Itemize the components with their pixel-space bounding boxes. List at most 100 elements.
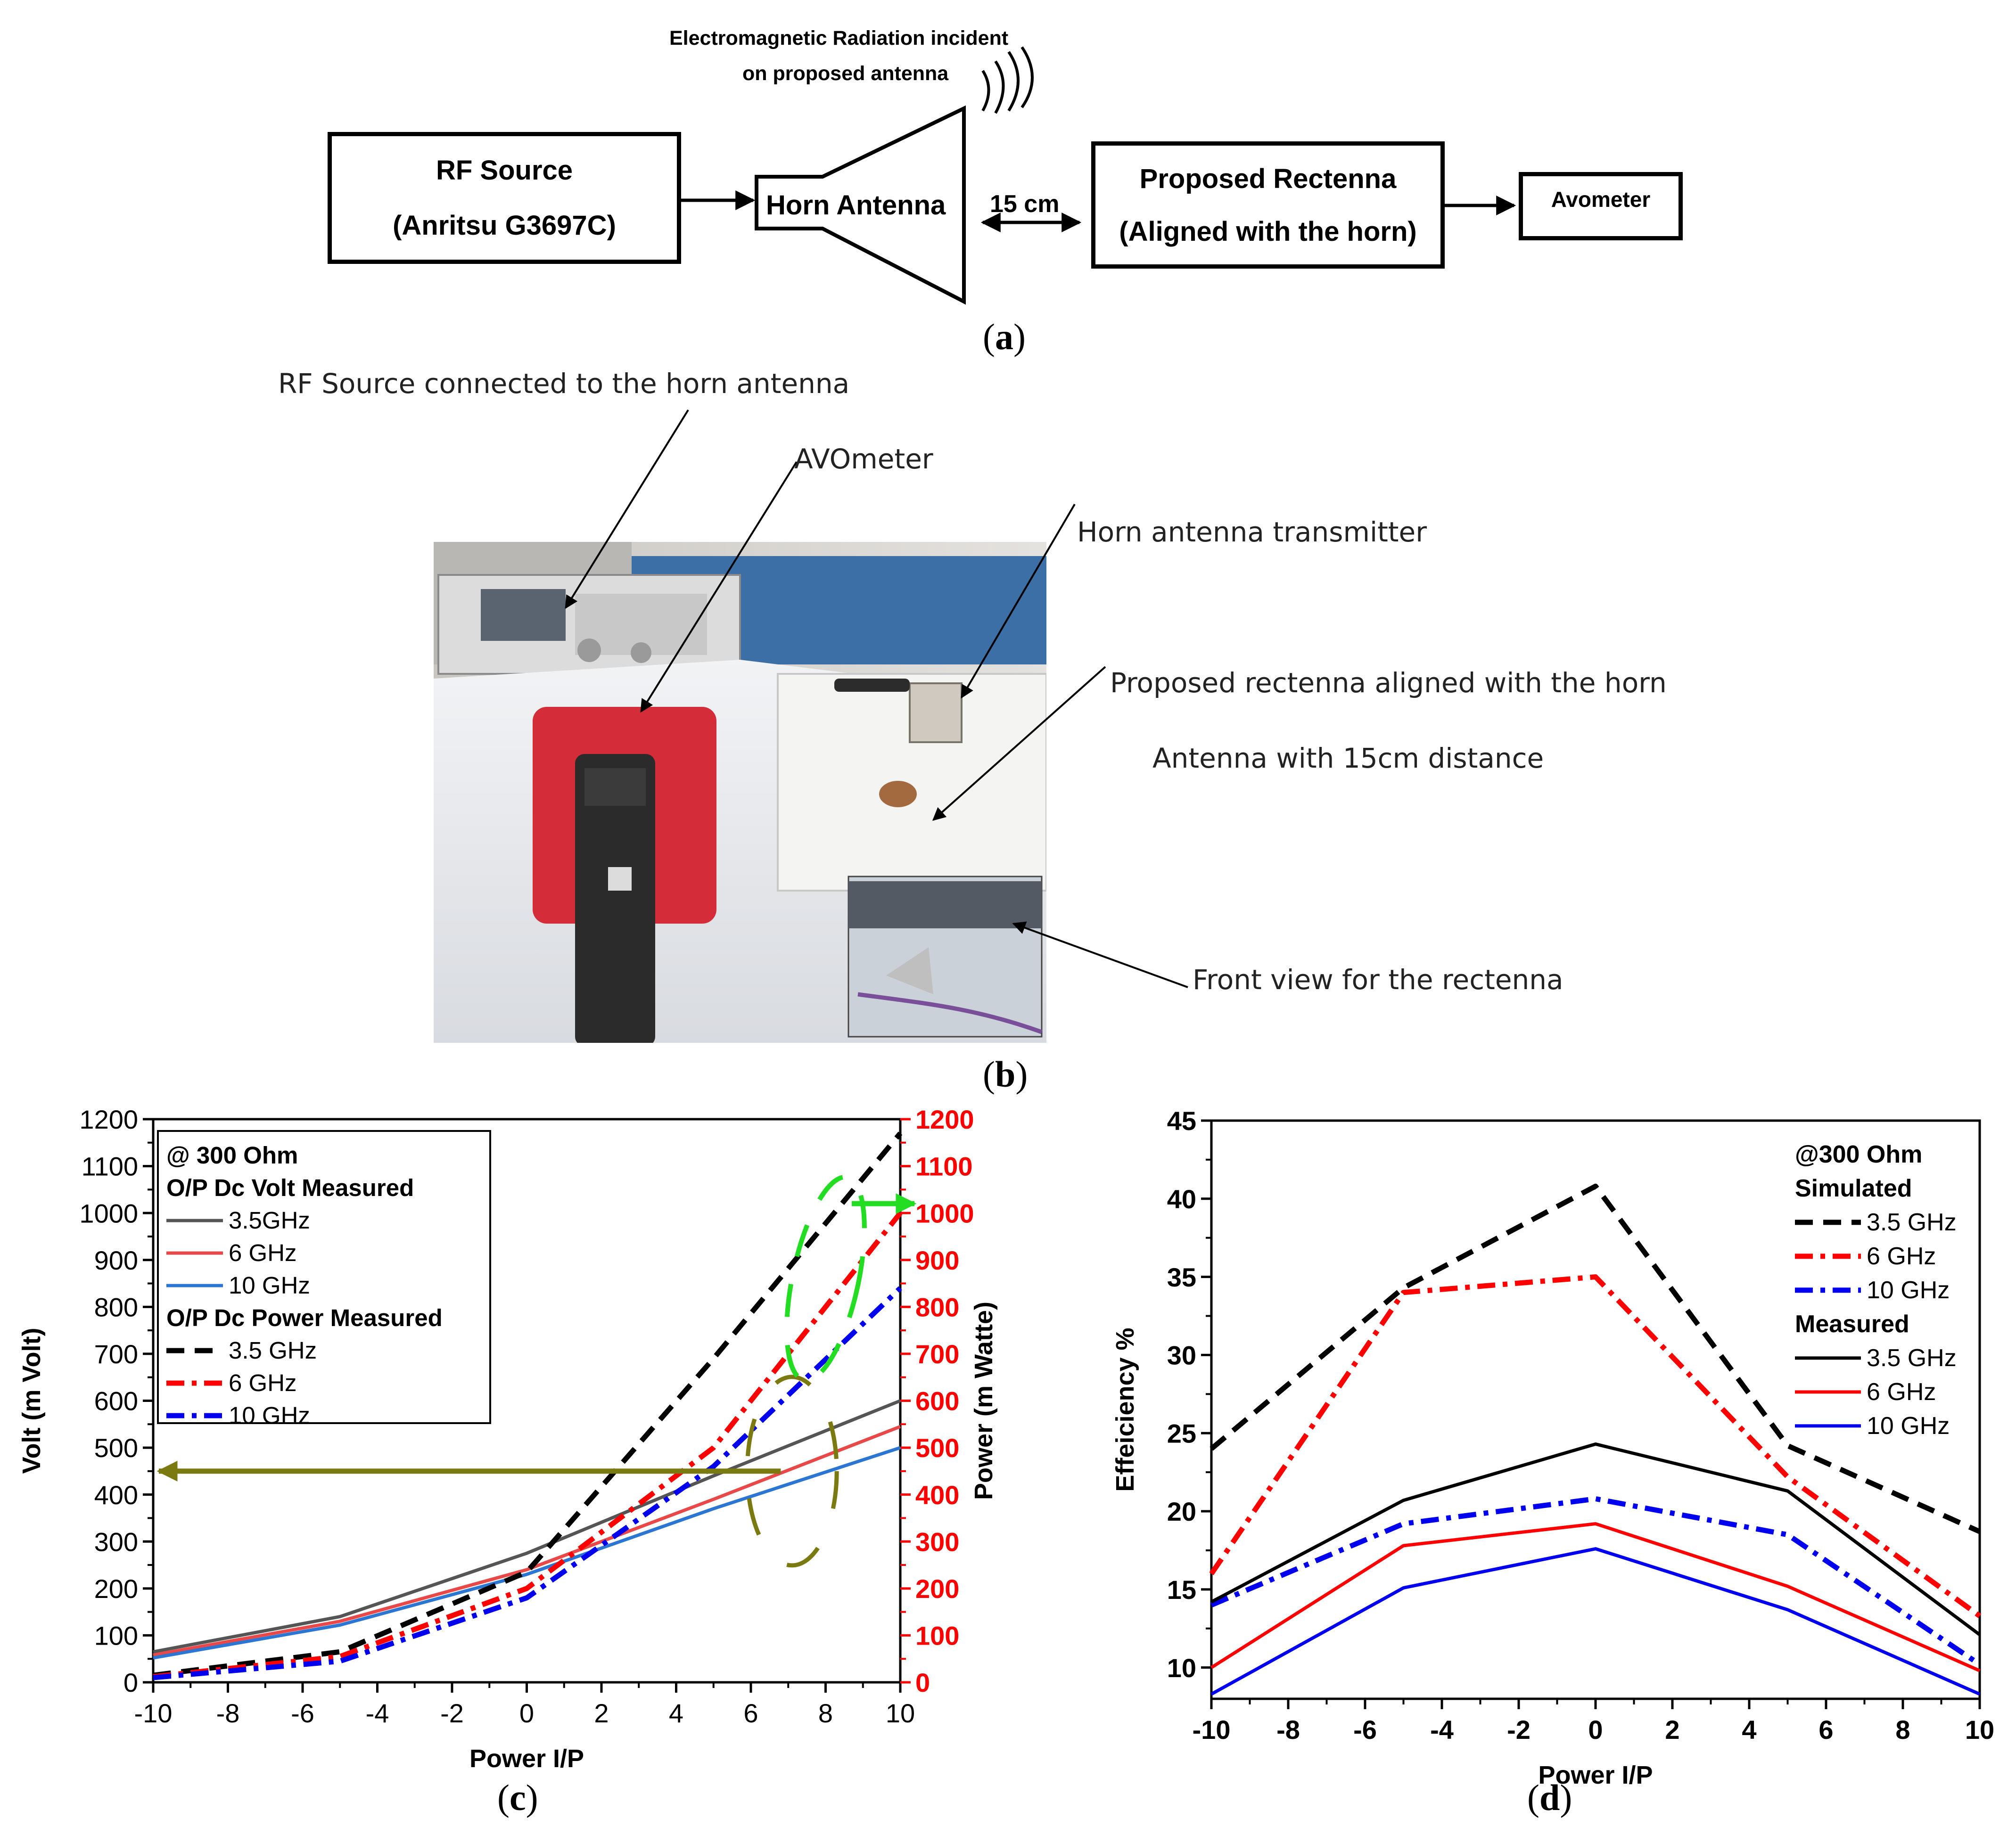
x-tick-label: 8	[818, 1698, 833, 1728]
y2-tick-label: 1200	[915, 1105, 974, 1134]
block-diagram-lines: Horn Antenna 15 cm Electromagnetic Radia…	[669, 27, 1516, 305]
avometer-box: Avometer	[1519, 172, 1683, 240]
rf-source-title: RF Source	[436, 155, 573, 186]
panel-b-label: (b)	[983, 1054, 1028, 1095]
x-tick-label: 0	[519, 1698, 534, 1728]
y-tick-label: 20	[1167, 1497, 1196, 1526]
y-tick-label: 10	[1167, 1653, 1196, 1683]
x-tick-label: -4	[1430, 1715, 1454, 1745]
radiation-label-2: on proposed antenna	[742, 62, 949, 85]
leader-rf-source	[565, 409, 689, 609]
y-tick-label: 1100	[82, 1152, 138, 1181]
y2-tick-label: 900	[915, 1245, 959, 1275]
y-tick-label: 40	[1167, 1184, 1196, 1214]
chart-c: -10 -8 -6 -4 -2 0 2 4 6 8 100100200300400500600700…	[17, 1105, 998, 1773]
legend-entry: 3.5GHz	[229, 1207, 310, 1234]
y-axis-label: Effeiciency %	[1111, 1327, 1139, 1491]
x-tick-label: -10	[134, 1698, 173, 1728]
y-tick-label: 25	[1167, 1418, 1196, 1448]
leader-rectenna	[932, 666, 1106, 821]
callout-horn: Horn antenna transmitter	[1077, 516, 1427, 548]
plot-frame	[1210, 1119, 1981, 1700]
y-tick-label: 800	[94, 1292, 138, 1322]
series-line	[1210, 1547, 1981, 1696]
leader-front-view	[1012, 921, 1188, 988]
annotation-ellipse-volt	[745, 1375, 839, 1568]
y-tick-label: 900	[94, 1245, 138, 1275]
y2-axis-label: Power (m Watte)	[970, 1302, 998, 1500]
panel-d-label: (d)	[1527, 1777, 1572, 1818]
y2-tick-label: 1000	[915, 1198, 974, 1228]
legend-entry: 6 GHz	[1867, 1378, 1936, 1406]
x-tick-label: 6	[1819, 1715, 1833, 1745]
legend-entry: 10 GHz	[229, 1272, 310, 1299]
x-axis-label: Power I/P	[1538, 1761, 1653, 1789]
y-tick-label: 35	[1167, 1262, 1196, 1292]
callout-leaders	[565, 409, 1188, 988]
y2-tick-label: 700	[915, 1339, 959, 1369]
y2-tick-label: 100	[915, 1621, 959, 1651]
avometer-label: Avometer	[1551, 187, 1651, 212]
y-tick-label: 600	[94, 1386, 138, 1416]
measurement-setup-photo	[434, 542, 1046, 1043]
x-tick-label: -8	[216, 1698, 240, 1728]
y-tick-label: 30	[1167, 1341, 1196, 1370]
rf-source-model: (Anritsu G3697C)	[393, 210, 616, 241]
rectenna-subtitle: (Aligned with the horn)	[1119, 216, 1417, 247]
legend: @ 300 Ohm O/P Dc Volt Measured 3.5GHz 6 GHz…	[157, 1130, 491, 1429]
legend-entry: 3.5 GHz	[1867, 1344, 1957, 1372]
legend-title: @300 Ohm	[1795, 1141, 1922, 1168]
x-tick-label: -6	[291, 1698, 314, 1728]
callout-front-view: Front view for the rectenna	[1193, 964, 1563, 996]
callout-rectenna-1: Proposed rectenna aligned with the horn	[1110, 667, 1667, 699]
y2-tick-label: 500	[915, 1433, 959, 1463]
y2-tick-label: 1100	[915, 1152, 973, 1181]
legend-group-heading: Measured	[1795, 1311, 1909, 1338]
callout-avometer: AVOmeter	[794, 443, 933, 475]
x-tick-label: -2	[440, 1698, 464, 1728]
legend-entry: 6 GHz	[1867, 1243, 1936, 1270]
radiation-wave-icon	[981, 46, 1034, 114]
series-line	[1210, 1522, 1981, 1672]
series-line	[1210, 1496, 1982, 1667]
legend-frame	[157, 1130, 491, 1424]
x-tick-label: 4	[1742, 1715, 1756, 1745]
legend-entry: 3.5 GHz	[229, 1337, 317, 1364]
y2-tick-label: 200	[915, 1574, 959, 1604]
y-tick-label: 1000	[79, 1198, 138, 1228]
y-tick-label: 15	[1167, 1575, 1196, 1605]
x-tick-label: -4	[366, 1698, 389, 1728]
annotation-ellipse-power	[784, 1174, 867, 1383]
rf-source-box: RF Source (Anritsu G3697C)	[328, 132, 681, 264]
x-tick-label: -8	[1276, 1715, 1300, 1745]
series-line	[153, 1446, 901, 1660]
legend-entry: 10 GHz	[229, 1402, 310, 1429]
legend: @300 Ohm Simulated 3.5 GHz 6 GHz 10 GHz Measu…	[1795, 1141, 1957, 1440]
x-tick-label: 2	[594, 1698, 609, 1728]
series-line	[153, 1131, 903, 1678]
x-tick-label: -6	[1353, 1715, 1377, 1745]
y-tick-label: 0	[123, 1668, 138, 1697]
y-tick-label: 300	[94, 1527, 138, 1556]
callout-rectenna-2: Antenna with 15cm distance	[1152, 742, 1544, 774]
x-tick-label: 10	[1965, 1715, 1994, 1745]
legend-group-heading: O/P Dc Power Measured	[166, 1304, 443, 1331]
rectenna-title: Proposed Rectenna	[1139, 163, 1397, 194]
x-tick-label: -10	[1193, 1715, 1231, 1745]
x-axis-label: Power I/P	[469, 1745, 584, 1773]
series-line	[153, 1425, 901, 1657]
legend-group-heading: Simulated	[1795, 1175, 1912, 1202]
legend-group-heading: O/P Dc Volt Measured	[166, 1174, 414, 1201]
legend-entry: 6 GHz	[229, 1369, 297, 1396]
photo-illustration	[434, 542, 1046, 1043]
y2-tick-label: 600	[915, 1386, 959, 1416]
leader-avometer	[640, 461, 798, 713]
series-line	[1210, 1183, 1981, 1534]
y2-tick-label: 400	[915, 1480, 959, 1510]
legend-entry: 10 GHz	[1867, 1277, 1950, 1304]
y-tick-label: 700	[94, 1339, 138, 1369]
y-tick-label: 45	[1167, 1106, 1196, 1136]
chart-d: -10 -8 -6 -4 -2 0 2 4 6 8 10 10 15 20 25 30 35 40 45 Power …	[1111, 1106, 1994, 1789]
y-tick-label: 200	[94, 1574, 138, 1604]
horn-antenna-shape	[755, 105, 966, 305]
